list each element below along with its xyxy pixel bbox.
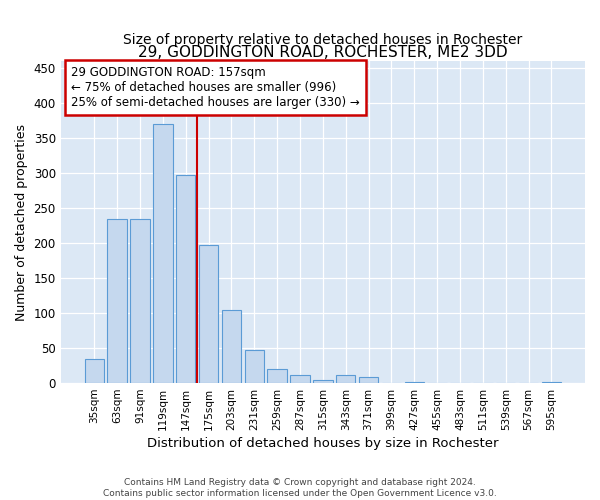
Bar xyxy=(176,174,196,383)
Text: 29 GODDINGTON ROAD: 157sqm
← 75% of detached houses are smaller (996)
25% of sem: 29 GODDINGTON ROAD: 157sqm ← 75% of deta… xyxy=(71,66,360,109)
Text: Size of property relative to detached houses in Rochester: Size of property relative to detached ho… xyxy=(123,33,523,47)
Bar xyxy=(359,378,378,383)
Bar xyxy=(313,380,332,383)
Bar xyxy=(199,244,218,383)
Text: Contains HM Land Registry data © Crown copyright and database right 2024.
Contai: Contains HM Land Registry data © Crown c… xyxy=(103,478,497,498)
Bar xyxy=(107,218,127,383)
Title: 29, GODDINGTON ROAD, ROCHESTER, ME2 3DD: 29, GODDINGTON ROAD, ROCHESTER, ME2 3DD xyxy=(138,45,508,60)
X-axis label: Distribution of detached houses by size in Rochester: Distribution of detached houses by size … xyxy=(147,437,499,450)
Bar xyxy=(153,124,173,383)
Y-axis label: Number of detached properties: Number of detached properties xyxy=(15,124,28,320)
Bar xyxy=(336,376,355,383)
Bar xyxy=(268,369,287,383)
Bar xyxy=(245,350,264,383)
Bar xyxy=(542,382,561,383)
Bar xyxy=(221,310,241,383)
Bar xyxy=(85,358,104,383)
Bar xyxy=(404,382,424,383)
Bar xyxy=(130,218,149,383)
Bar xyxy=(290,374,310,383)
